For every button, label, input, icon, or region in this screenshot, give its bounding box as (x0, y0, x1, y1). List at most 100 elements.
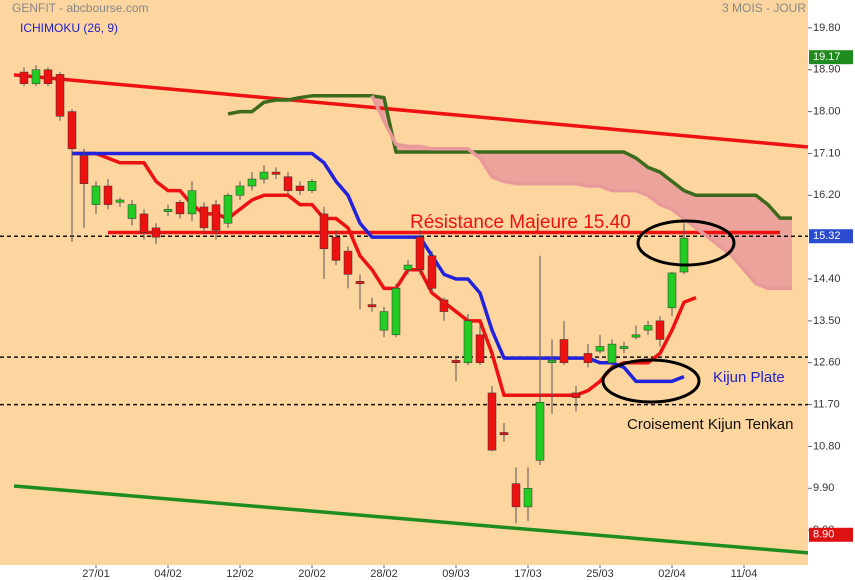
candle-body (475, 334, 485, 363)
y-tick-label: 18.00 (813, 106, 841, 118)
y-tick-label: 14.40 (813, 273, 841, 285)
candle-body (115, 199, 125, 203)
y-tick-label: 11.70 (813, 398, 840, 410)
candle-body (187, 190, 197, 215)
price-marker-label: 8.90 (813, 529, 834, 541)
candle-body (607, 343, 617, 363)
y-tick-label: 17.10 (813, 147, 841, 159)
y-tick-label: 19.80 (813, 22, 841, 34)
candle-body (559, 339, 569, 363)
candle-body (199, 206, 209, 229)
trend-line (13, 484, 809, 555)
price-marker-label: 19.17 (813, 51, 841, 63)
candle-body (223, 195, 233, 224)
candle-body (79, 155, 89, 184)
indicator-line (227, 94, 792, 220)
x-tick-label: 11/04 (731, 568, 758, 580)
annotation: Croisement Kijun Tenkan (627, 416, 793, 433)
trend-line (13, 73, 809, 149)
candle-body (547, 360, 557, 363)
candle-body (379, 311, 389, 331)
candle-body (91, 185, 101, 205)
candle-body (583, 353, 593, 363)
y-tick-label: 12.60 (813, 357, 841, 369)
candle-body (667, 272, 677, 309)
candle-body (463, 320, 473, 363)
candle-body (151, 227, 161, 238)
candle-body (679, 237, 689, 273)
candle-body (595, 346, 605, 352)
candle-body (103, 185, 113, 205)
candle-body (451, 360, 461, 363)
plot (0, 65, 809, 555)
candle-body (31, 69, 41, 84)
candle-body (499, 432, 509, 436)
candle-body (259, 171, 269, 180)
y-tick-label: 18.90 (813, 64, 841, 76)
candle-body (355, 281, 365, 284)
candle-body (487, 392, 497, 451)
price-marker-label: 15.32 (813, 230, 841, 242)
candle-body (43, 69, 53, 84)
chart-title: GENFIT - abcbourse.com (12, 1, 149, 15)
candle-body (139, 213, 149, 233)
candle-body (511, 483, 521, 508)
x-tick-label: 27/01 (82, 568, 110, 580)
indicator-line (72, 151, 697, 398)
candle-body (439, 299, 449, 312)
candle-body (391, 288, 401, 336)
candle-body (415, 236, 425, 270)
y-tick-label: 9.90 (813, 482, 834, 494)
candle-body (235, 185, 245, 196)
x-tick-label: 28/02 (370, 568, 398, 580)
price-marker (809, 229, 853, 244)
candle-body (247, 178, 257, 187)
candle-body (19, 71, 29, 84)
candle-body (643, 325, 653, 331)
candle-body (535, 401, 545, 461)
candle-body (523, 488, 533, 508)
x-tick-label: 09/03 (442, 568, 470, 580)
candle-body (427, 255, 437, 289)
kumo (372, 95, 792, 289)
candle-body (319, 213, 329, 250)
candle-body (655, 320, 665, 340)
y-tick-label: 16.20 (813, 189, 841, 201)
candle-body (295, 185, 305, 191)
candle-body (571, 392, 581, 398)
x-tick-label: 12/02 (226, 568, 254, 580)
candle-body (343, 250, 353, 275)
candle-body (55, 74, 65, 117)
candle-body (403, 264, 413, 270)
indicator-line (370, 95, 792, 291)
candle-body (67, 111, 77, 150)
x-tick-label: 20/02 (298, 568, 326, 580)
price-marker (809, 50, 853, 65)
price-marker (809, 527, 853, 542)
candle-body (307, 181, 317, 191)
candle-body (331, 236, 341, 261)
candle-body (271, 171, 281, 175)
candle-body (283, 176, 293, 191)
candle-body (127, 204, 137, 219)
highlight-ellipse (601, 358, 701, 404)
indicator-line (72, 151, 685, 384)
candle-body (163, 209, 173, 212)
x-tick-label: 02/04 (658, 568, 686, 580)
candle-body (211, 204, 221, 231)
candle-body (367, 304, 377, 308)
x-tick-label: 25/03 (586, 568, 614, 580)
y-tick-label: 13.50 (813, 315, 841, 327)
annotation: Résistance Majeure 15.40 (410, 212, 631, 233)
x-tick-label: 04/02 (154, 568, 182, 580)
indicator-label: ICHIMOKU (26, 9) (20, 21, 118, 35)
x-tick-label: 17/03 (514, 568, 542, 580)
y-tick-label: 10.80 (813, 440, 841, 452)
candle-body (175, 202, 185, 215)
period-label: 3 MOIS - JOUR (722, 1, 806, 15)
candle-body (631, 334, 641, 338)
highlight-ellipse (636, 219, 736, 267)
candle-body (619, 346, 629, 350)
